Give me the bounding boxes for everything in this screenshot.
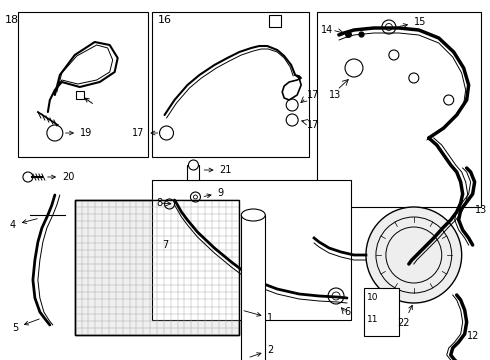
Bar: [18, 12, 147, 157]
Text: 19: 19: [66, 128, 92, 138]
Text: 15: 15: [399, 17, 426, 27]
Bar: [151, 12, 309, 157]
Text: 17: 17: [307, 120, 319, 130]
Circle shape: [366, 207, 462, 303]
Ellipse shape: [241, 209, 265, 221]
Text: 17: 17: [132, 128, 158, 138]
Text: 11: 11: [367, 315, 378, 324]
Bar: [188, 165, 199, 180]
Circle shape: [189, 160, 198, 170]
Text: 13: 13: [475, 205, 487, 215]
Text: 4: 4: [10, 219, 37, 230]
Text: 2: 2: [250, 345, 273, 357]
Text: 18: 18: [5, 15, 19, 25]
Text: 12: 12: [466, 331, 479, 341]
Text: 3: 3: [0, 359, 1, 360]
Text: 5: 5: [12, 319, 39, 333]
Text: 14: 14: [321, 25, 333, 35]
Text: 22: 22: [397, 305, 412, 328]
Text: 10: 10: [367, 293, 378, 302]
Bar: [364, 288, 399, 336]
Bar: [317, 12, 481, 207]
Text: 6: 6: [344, 307, 350, 317]
Text: 13: 13: [329, 90, 342, 100]
Text: 16: 16: [158, 15, 172, 25]
Bar: [151, 180, 351, 320]
Text: 21: 21: [204, 165, 232, 175]
Text: 20: 20: [48, 172, 74, 182]
Text: 8: 8: [156, 198, 163, 208]
Text: 7: 7: [163, 240, 169, 250]
Bar: [241, 215, 265, 360]
Text: 17: 17: [307, 90, 319, 100]
Bar: [75, 200, 239, 335]
Bar: [269, 15, 281, 27]
Text: 1: 1: [244, 311, 273, 323]
Bar: [75, 200, 239, 335]
Text: 9: 9: [204, 188, 223, 198]
